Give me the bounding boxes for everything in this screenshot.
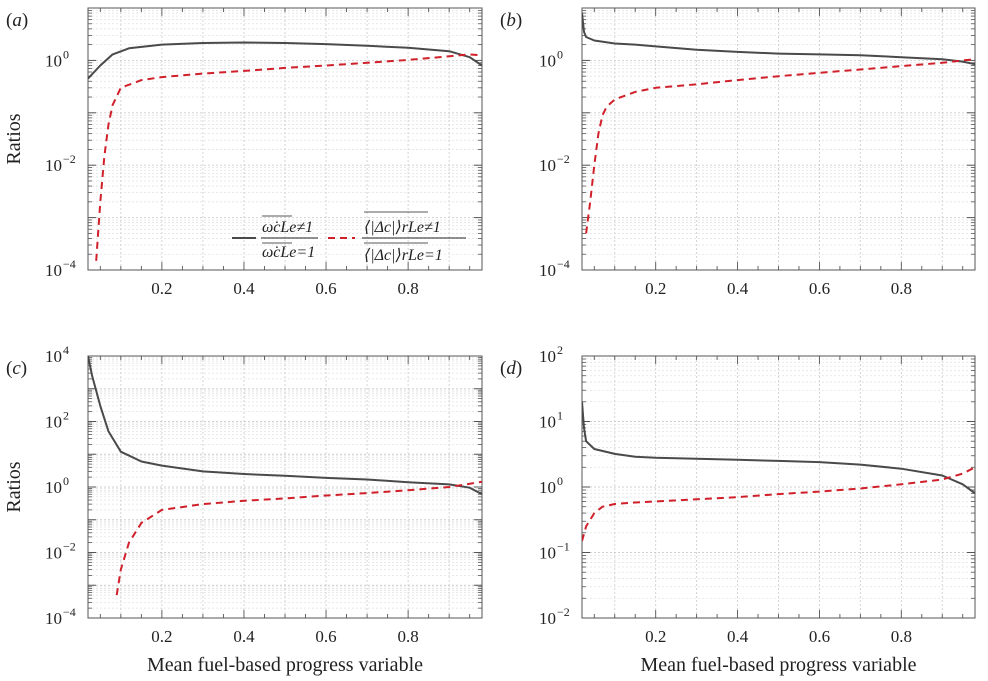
y-axis-label: Ratios: [3, 113, 25, 164]
y-tick-exponent: −4: [63, 605, 76, 619]
grid: [88, 356, 482, 618]
y-tick-label: 10: [539, 478, 556, 497]
y-tick-exponent: −2: [557, 605, 570, 619]
x-tick-label: 0.2: [151, 627, 172, 646]
y-tick-label: 10: [539, 609, 556, 628]
y-tick-exponent: −2: [63, 540, 76, 554]
panel-label: (a): [6, 10, 28, 31]
x-tick-label: 0.6: [809, 627, 830, 646]
x-tick-label: 0.8: [891, 627, 912, 646]
x-tick-label: 0.6: [315, 627, 336, 646]
panel-paren: ): [516, 10, 522, 31]
x-tick-label: 0.8: [398, 279, 419, 298]
y-tick-exponent: −4: [63, 257, 76, 271]
y-tick-label: 10: [45, 544, 62, 563]
y-tick-exponent: −2: [557, 152, 570, 166]
y-tick-label: 10: [539, 544, 556, 563]
legend-solid-denominator: ω̇cLe=1: [262, 244, 315, 261]
y-tick-label: 10: [45, 478, 62, 497]
series-dashed-line: [95, 53, 482, 261]
x-tick-label: 0.6: [315, 279, 336, 298]
y-tick-label: 10: [539, 156, 556, 175]
panel-label: (c): [6, 358, 27, 379]
panel-letter-text: b: [506, 10, 516, 31]
y-tick-label: 10: [45, 261, 62, 280]
series-dashed-line: [582, 466, 975, 542]
y-tick-exponent: −4: [557, 257, 570, 271]
y-tick-exponent: 4: [63, 343, 69, 357]
x-tick-label: 0.2: [645, 279, 666, 298]
y-tick-exponent: 0: [63, 474, 69, 488]
legend: ω̇cLe≠1 ω̇cLe=1 ⟨|Δc|⟩rLe≠1 ⟨|Δc|⟩rLe=1: [232, 211, 466, 264]
y-tick-exponent: 2: [63, 409, 69, 423]
y-tick-label: 10: [45, 51, 62, 70]
y-tick-exponent: 0: [557, 47, 563, 61]
x-tick-label: 0.4: [727, 279, 749, 298]
grid: [582, 8, 975, 270]
x-tick-label: 0.6: [809, 279, 830, 298]
x-tick-label: 0.4: [233, 627, 255, 646]
series-solid-line: [88, 356, 482, 496]
legend-solid-numerator: ω̇cLe≠1: [262, 219, 313, 236]
panel-label: (d): [500, 358, 522, 379]
panel-letter-text: d: [506, 358, 516, 379]
y-tick-exponent: 1: [557, 409, 563, 423]
panel-paren: ): [516, 358, 522, 379]
y-tick-exponent: 2: [557, 343, 563, 357]
panel-letter-text: c: [12, 358, 21, 379]
grid: [582, 356, 975, 618]
x-tick-label: 0.8: [891, 279, 912, 298]
panel-paren: ): [21, 358, 27, 379]
y-tick-label: 10: [539, 261, 556, 280]
x-tick-label: 0.4: [233, 279, 255, 298]
panel-b: 0.2 0.4 0.6 0.810−410−210 0(b): [500, 7, 976, 298]
y-tick-label: 10: [45, 347, 62, 366]
y-tick-label: 10: [45, 413, 62, 432]
panel-paren: (: [6, 10, 12, 31]
series-dashed-line: [585, 58, 975, 234]
panel-paren: (: [500, 358, 506, 379]
x-tick-label: 0.4: [727, 627, 749, 646]
y-tick-exponent: −2: [63, 152, 76, 166]
y-tick-exponent: −1: [557, 540, 570, 554]
grid: [88, 8, 482, 270]
y-axis-label: Ratios: [3, 461, 25, 512]
legend-dashed-denominator: ⟨|Δc|⟩rLe=1: [364, 247, 443, 264]
series-dashed-line: [115, 480, 482, 596]
x-tick-label: 0.2: [151, 279, 172, 298]
panel-label: (b): [500, 10, 522, 31]
legend-dashed-numerator: ⟨|Δc|⟩rLe≠1: [364, 219, 441, 236]
panel-paren: (: [500, 10, 506, 31]
y-tick-label: 10: [539, 413, 556, 432]
series-solid-line: [582, 401, 975, 495]
panel-a: 0.2 0.4 0.6 0.810−410−210 0(a)Ratiosω̇cLe≠1ω…: [3, 7, 483, 298]
y-tick-label: 10: [45, 156, 62, 175]
y-tick-label: 10: [45, 609, 62, 628]
x-axis-label: Mean fuel-based progress variable: [641, 654, 917, 676]
series-solid-line: [88, 41, 482, 80]
y-tick-exponent: 0: [557, 474, 563, 488]
x-axis-label: Mean fuel-based progress variable: [147, 654, 423, 676]
y-tick-label: 10: [539, 51, 556, 70]
panel-paren: ): [22, 10, 28, 31]
axes-frame: [581, 7, 976, 271]
x-tick-label: 0.2: [645, 627, 666, 646]
y-tick-exponent: 0: [63, 47, 69, 61]
panel-letter-text: a: [12, 10, 22, 31]
x-tick-label: 0.8: [398, 627, 419, 646]
panel-paren: (: [6, 358, 12, 379]
y-tick-label: 10: [539, 347, 556, 366]
series-solid-line: [582, 12, 975, 66]
